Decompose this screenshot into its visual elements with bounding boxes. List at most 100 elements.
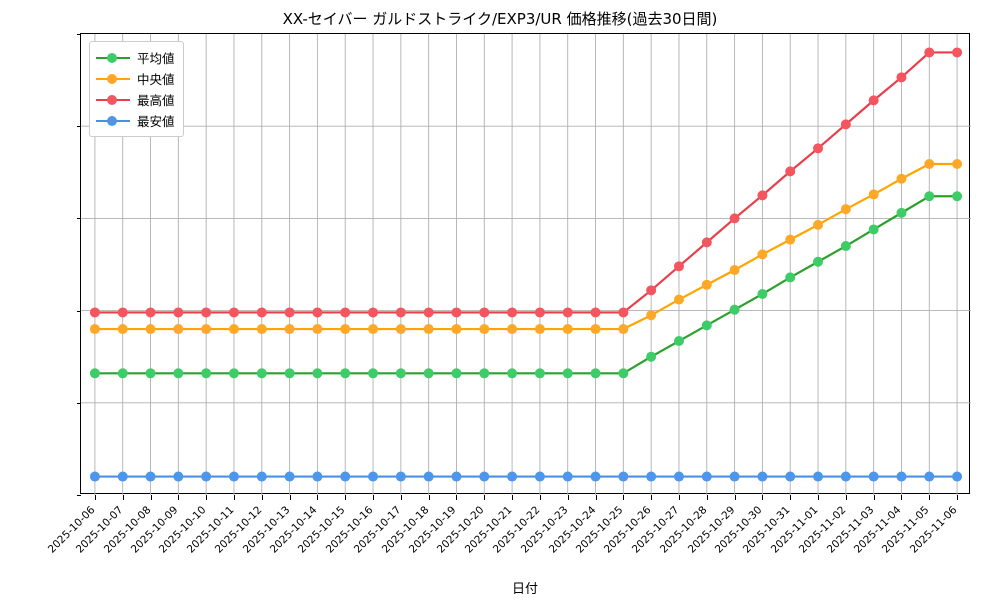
chart-title: XX-セイバー ガルドストライク/EXP3/UR 価格推移(過去30日間) (282, 10, 718, 28)
legend-swatch-icon (96, 114, 130, 128)
x-tick-mark (512, 495, 514, 500)
data-point (89, 324, 100, 335)
data-point (228, 368, 239, 379)
data-point (896, 207, 907, 218)
data-point (618, 368, 629, 379)
data-point (562, 324, 573, 335)
x-axis-label: 日付 (511, 582, 539, 597)
data-point (562, 307, 573, 318)
data-point (729, 471, 740, 482)
data-point (952, 47, 963, 58)
legend-label: 中央値 (137, 72, 175, 87)
x-tick-mark (289, 495, 291, 500)
data-point (507, 324, 518, 335)
data-point (228, 324, 239, 335)
data-point (534, 324, 545, 335)
legend-item-3[interactable]: 最高値 (96, 89, 175, 110)
data-point (618, 307, 629, 318)
data-point (785, 471, 796, 482)
data-point (896, 471, 907, 482)
data-point (924, 47, 935, 58)
legend-item-1[interactable]: 平均値 (96, 47, 175, 68)
x-tick-mark (428, 495, 430, 500)
plot-svg (81, 34, 971, 495)
data-point (340, 368, 351, 379)
grid-lines (81, 34, 971, 495)
data-point (228, 307, 239, 318)
data-point (423, 471, 434, 482)
data-point (534, 471, 545, 482)
data-point (924, 159, 935, 170)
data-point (117, 324, 128, 335)
data-point (924, 191, 935, 202)
data-point (340, 471, 351, 482)
data-point (757, 190, 768, 201)
x-tick-mark (818, 495, 820, 500)
data-point (785, 272, 796, 283)
data-point (479, 307, 490, 318)
data-point (451, 324, 462, 335)
x-tick-mark (150, 495, 152, 500)
y-tick-mark (76, 126, 81, 128)
data-point (479, 324, 490, 335)
data-point (868, 189, 879, 200)
data-point (701, 279, 712, 290)
data-point (673, 471, 684, 482)
legend-swatch-icon (96, 72, 130, 86)
legend-item-4[interactable]: 最安値 (96, 110, 175, 131)
data-point (117, 471, 128, 482)
data-point (423, 368, 434, 379)
data-point (618, 324, 629, 335)
data-point (312, 324, 323, 335)
x-tick-mark (678, 495, 680, 500)
x-tick-mark (94, 495, 96, 500)
data-point (646, 310, 657, 321)
data-point (590, 471, 601, 482)
data-point (368, 471, 379, 482)
data-point (507, 368, 518, 379)
data-point (840, 471, 851, 482)
data-point (395, 324, 406, 335)
series-2 (89, 159, 963, 335)
data-point (145, 307, 156, 318)
data-point (312, 471, 323, 482)
x-tick-mark (595, 495, 597, 500)
y-tick-mark (76, 34, 81, 35)
y-tick-mark (76, 310, 81, 312)
data-point (340, 307, 351, 318)
data-point (924, 471, 935, 482)
series-4 (89, 471, 963, 482)
x-tick-mark (456, 495, 458, 500)
data-point (729, 304, 740, 315)
x-tick-mark (873, 495, 875, 500)
y-tick-mark (76, 218, 81, 220)
data-point (117, 307, 128, 318)
data-point (534, 307, 545, 318)
data-point (673, 336, 684, 347)
x-tick-mark (957, 495, 959, 500)
data-point (89, 368, 100, 379)
x-tick-mark (539, 495, 541, 500)
data-point (284, 324, 295, 335)
legend-item-2[interactable]: 中央値 (96, 68, 175, 89)
data-point (646, 285, 657, 296)
legend-label: 最安値 (137, 114, 175, 129)
x-tick-mark (233, 495, 235, 500)
data-point (590, 307, 601, 318)
x-tick-mark (373, 495, 375, 500)
data-point (173, 368, 184, 379)
data-point (952, 471, 963, 482)
x-tick-mark (122, 495, 124, 500)
data-point (145, 471, 156, 482)
data-point (813, 471, 824, 482)
data-point (701, 320, 712, 331)
data-point (368, 307, 379, 318)
data-point (423, 324, 434, 335)
x-tick-mark (929, 495, 931, 500)
data-point (173, 324, 184, 335)
series-line (93, 162, 959, 331)
data-point (868, 224, 879, 235)
data-point (840, 204, 851, 215)
x-tick-mark (400, 495, 402, 500)
